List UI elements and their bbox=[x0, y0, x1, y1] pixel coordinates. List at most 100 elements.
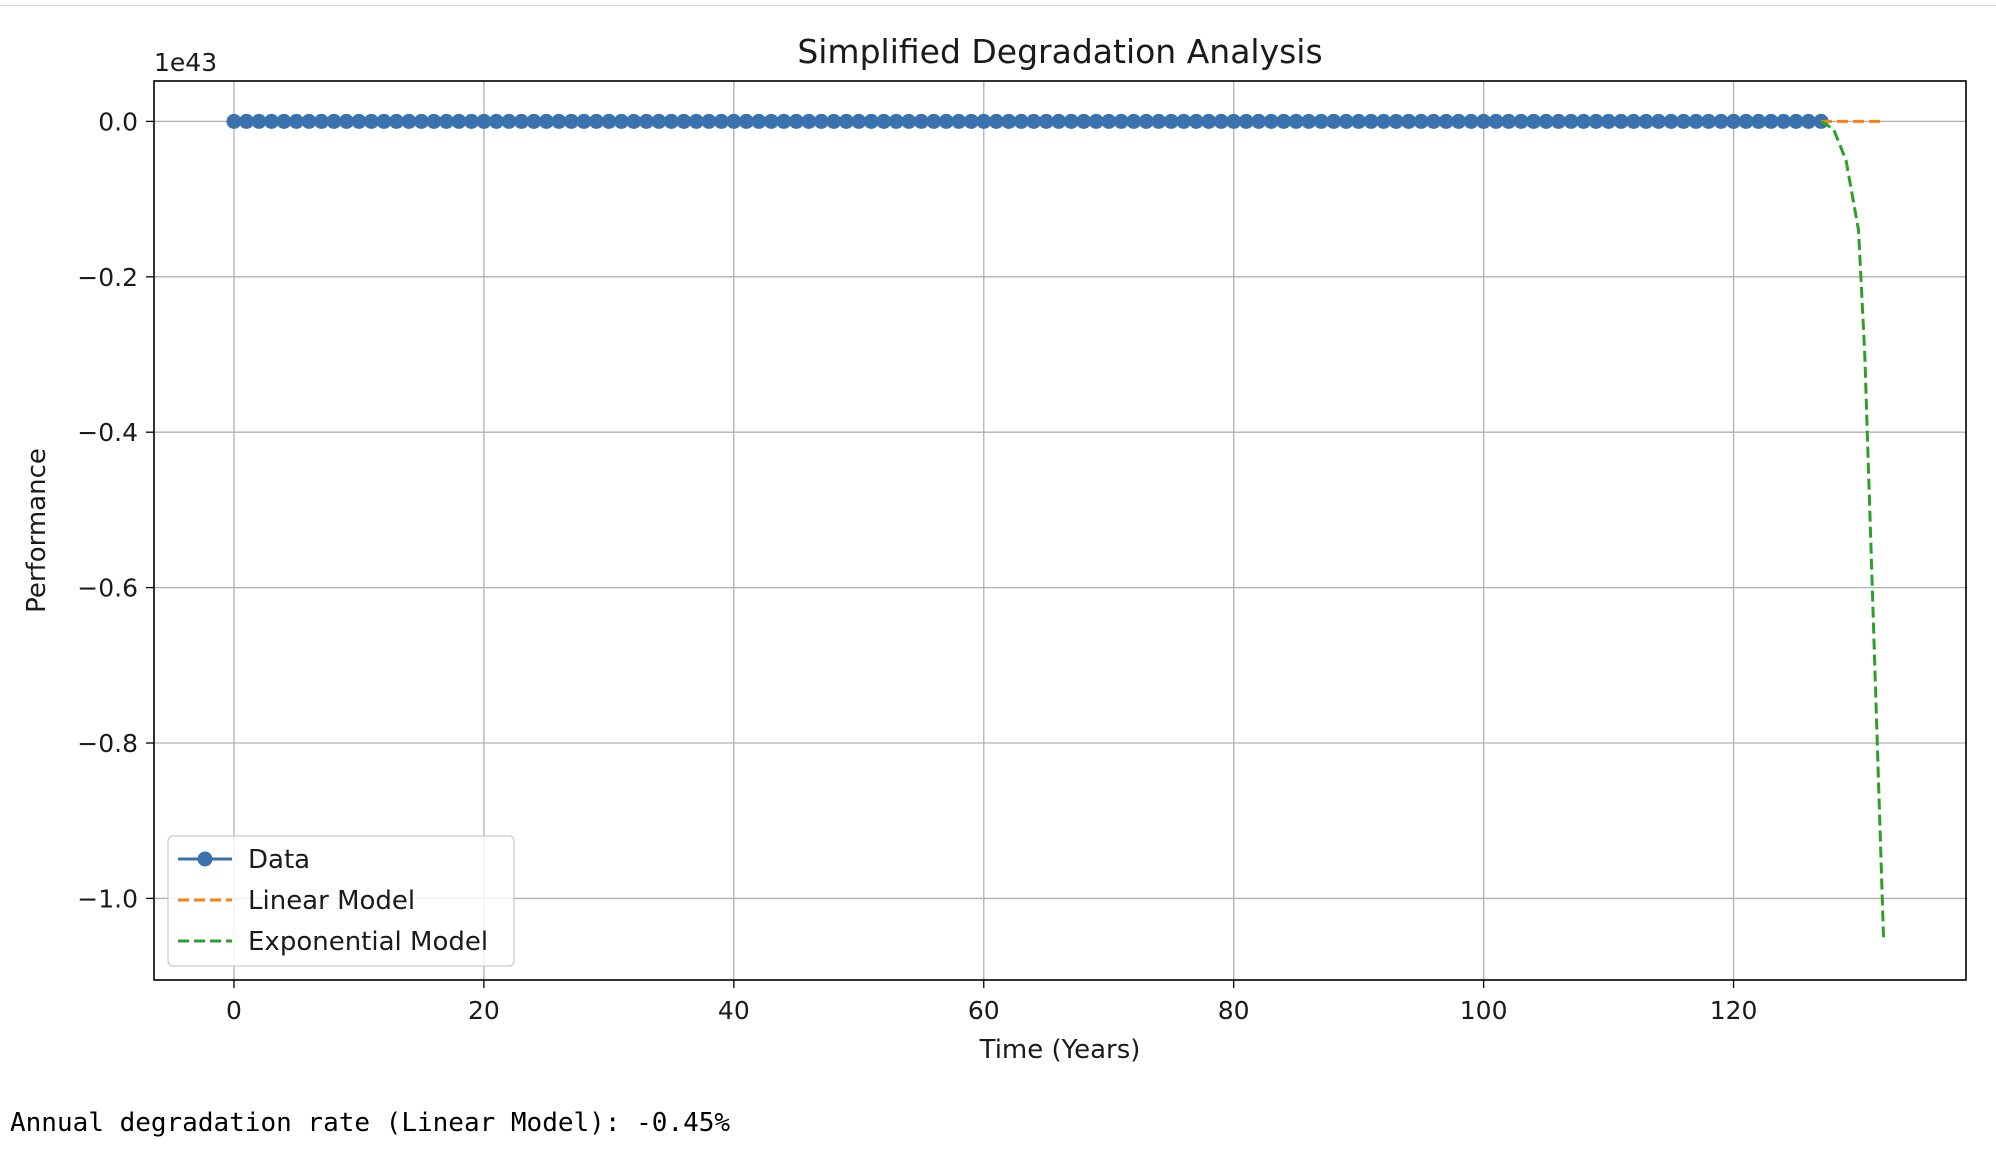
data-point bbox=[276, 113, 292, 129]
data-point bbox=[1326, 113, 1342, 129]
data-point bbox=[376, 113, 392, 129]
x-tick-label: 120 bbox=[1710, 996, 1758, 1025]
data-point bbox=[876, 113, 892, 129]
data-point bbox=[1001, 113, 1017, 129]
data-point bbox=[1638, 113, 1654, 129]
data-point bbox=[563, 113, 579, 129]
data-point bbox=[301, 113, 317, 129]
data-point bbox=[863, 113, 879, 129]
data-point bbox=[1426, 113, 1442, 129]
data-point bbox=[238, 113, 254, 129]
data-point bbox=[1176, 113, 1192, 129]
data-point bbox=[638, 113, 654, 129]
data-point bbox=[1613, 113, 1629, 129]
data-point bbox=[538, 113, 554, 129]
data-point bbox=[576, 113, 592, 129]
data-point bbox=[1726, 113, 1742, 129]
data-point bbox=[1763, 113, 1779, 129]
data-point bbox=[488, 113, 504, 129]
legend-label: Data bbox=[248, 845, 310, 875]
data-point bbox=[676, 113, 692, 129]
data-point bbox=[263, 113, 279, 129]
data-point bbox=[1376, 113, 1392, 129]
data-point bbox=[1138, 113, 1154, 129]
data-point bbox=[1651, 113, 1667, 129]
data-point bbox=[888, 113, 904, 129]
data-point bbox=[601, 113, 617, 129]
data-point bbox=[801, 113, 817, 129]
data-point bbox=[1788, 113, 1804, 129]
data-point bbox=[1663, 113, 1679, 129]
y-tick-label: 0.0 bbox=[98, 107, 138, 136]
legend: Data Linear Model Exponential Model bbox=[167, 835, 515, 967]
x-tick-label: 100 bbox=[1460, 996, 1508, 1025]
data-point bbox=[426, 113, 442, 129]
x-tick-label: 40 bbox=[718, 996, 750, 1025]
data-point bbox=[1751, 113, 1767, 129]
data-point bbox=[1463, 113, 1479, 129]
data-point bbox=[1626, 113, 1642, 129]
data-point bbox=[1563, 113, 1579, 129]
data-point bbox=[451, 113, 467, 129]
data-point bbox=[738, 113, 754, 129]
y-tick-label: −0.4 bbox=[77, 418, 138, 447]
data-point bbox=[1238, 113, 1254, 129]
legend-label: Exponential Model bbox=[248, 927, 488, 957]
data-point bbox=[1226, 113, 1242, 129]
series-line bbox=[1820, 120, 1886, 938]
cell-top-border bbox=[0, 0, 1996, 6]
data-point bbox=[1101, 113, 1117, 129]
y-offset-label: 1e43 bbox=[154, 48, 217, 77]
data-point bbox=[1476, 113, 1492, 129]
data-point bbox=[1526, 113, 1542, 129]
data-point bbox=[1013, 113, 1029, 129]
data-point bbox=[788, 113, 804, 129]
data-point bbox=[313, 113, 329, 129]
data-point bbox=[363, 113, 379, 129]
data-point bbox=[938, 113, 954, 129]
data-point bbox=[1776, 113, 1792, 129]
data-point bbox=[401, 113, 417, 129]
data-point bbox=[1026, 113, 1042, 129]
data-point bbox=[901, 113, 917, 129]
data-point bbox=[913, 113, 929, 129]
x-tick-label: 60 bbox=[968, 996, 1000, 1025]
data-point bbox=[226, 113, 242, 129]
data-point bbox=[626, 113, 642, 129]
data-point bbox=[1801, 113, 1817, 129]
data-point bbox=[1263, 113, 1279, 129]
data-point bbox=[1488, 113, 1504, 129]
data-point bbox=[1163, 113, 1179, 129]
data-point bbox=[413, 113, 429, 129]
data-point bbox=[1676, 113, 1692, 129]
data-point bbox=[1063, 113, 1079, 129]
axis-ticks: 0 20 40 60 80 100 120 0.0 −0.2 −0.4 −0.6 −0.8 −1.0 bbox=[77, 107, 1757, 1025]
data-point bbox=[526, 113, 542, 129]
data-point bbox=[951, 113, 967, 129]
data-point bbox=[388, 113, 404, 129]
y-axis-label: Performance bbox=[22, 448, 52, 613]
data-point bbox=[1188, 113, 1204, 129]
data-point bbox=[1038, 113, 1054, 129]
data-point bbox=[1688, 113, 1704, 129]
data-point bbox=[1151, 113, 1167, 129]
data-point bbox=[251, 113, 267, 129]
data-point bbox=[1213, 113, 1229, 129]
data-point bbox=[701, 113, 717, 129]
data-point bbox=[1113, 113, 1129, 129]
data-point bbox=[651, 113, 667, 129]
data-point bbox=[776, 113, 792, 129]
data-point bbox=[551, 113, 567, 129]
y-tick-label: −0.2 bbox=[77, 263, 138, 292]
output-text: Annual degradation rate (Linear Model): … bbox=[10, 1108, 731, 1138]
data-point bbox=[288, 113, 304, 129]
data-point bbox=[838, 113, 854, 129]
data-point bbox=[613, 113, 629, 129]
legend-label: Linear Model bbox=[248, 886, 415, 916]
chart-title: Simplified Degradation Analysis bbox=[797, 32, 1322, 71]
data-point bbox=[726, 113, 742, 129]
degradation-chart: 0 20 40 60 80 100 120 0.0 −0.2 −0.4 −0.6 −0.8 −1.0 S… bbox=[22, 32, 1967, 1065]
data-point bbox=[1363, 113, 1379, 129]
data-point bbox=[1588, 113, 1604, 129]
data-point bbox=[1201, 113, 1217, 129]
